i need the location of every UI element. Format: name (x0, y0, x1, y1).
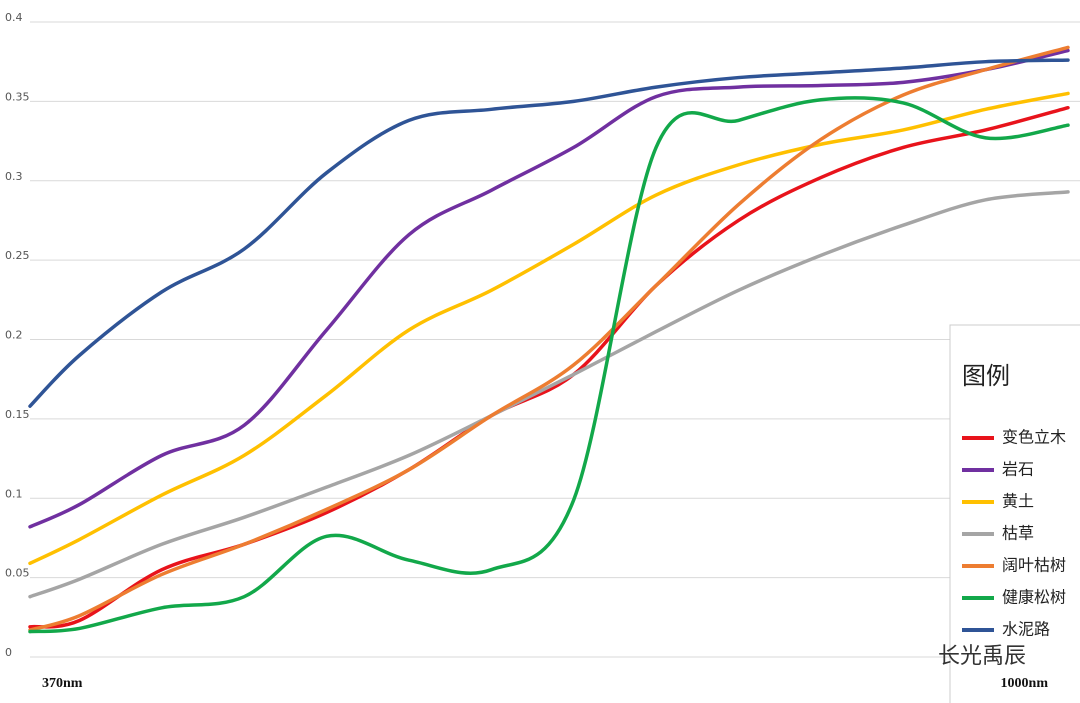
legend-label: 变色立木 (1002, 428, 1066, 447)
y-tick-label: 0.25 (5, 249, 30, 262)
legend-box (949, 324, 1080, 703)
x-tick-label: 1000nm (1001, 676, 1049, 691)
series-line (28, 96, 1070, 634)
legend-label: 黄土 (1002, 492, 1034, 511)
series-line (28, 190, 1070, 599)
series-line (28, 58, 1070, 408)
legend-label: 阔叶枯树 (1002, 556, 1066, 575)
legend-label: 水泥路 (1002, 620, 1050, 639)
legend-label: 健康松树 (1002, 588, 1066, 607)
y-tick-label: 0.2 (5, 329, 23, 342)
legend-label: 岩石 (1002, 460, 1034, 479)
y-tick-label: 0.3 (5, 170, 23, 183)
x-tick-label: 370nm (42, 676, 83, 691)
y-tick-label: 0.15 (5, 408, 30, 421)
y-tick-label: 0.05 (5, 567, 30, 580)
legend-title: 图例 (962, 362, 1010, 390)
watermark: 长光禹辰 (938, 644, 1026, 669)
series-line (28, 105, 1070, 629)
y-tick-label: 0 (5, 646, 12, 659)
y-tick-label: 0.35 (5, 90, 30, 103)
series-line (28, 45, 1070, 632)
y-tick-label: 0.1 (5, 487, 23, 500)
y-tick-label: 0.4 (5, 11, 23, 24)
series-line (28, 91, 1070, 566)
legend-label: 枯草 (1002, 524, 1034, 543)
series-line (28, 48, 1070, 529)
